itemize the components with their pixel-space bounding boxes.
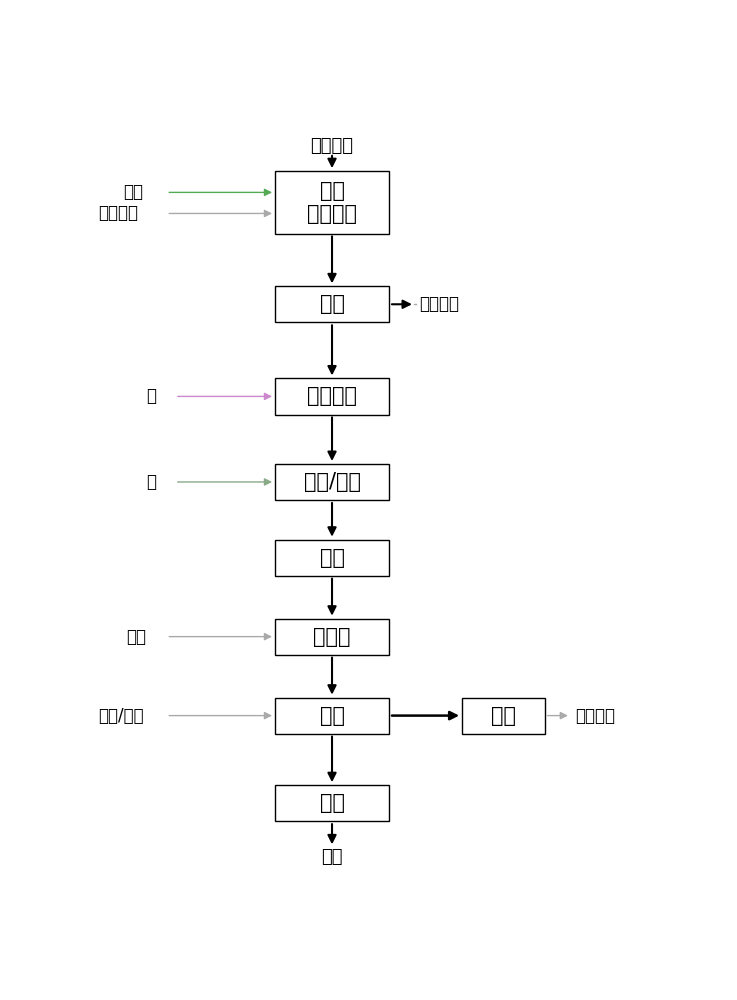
- Bar: [275, 378, 389, 415]
- Text: 氰脲酰氯: 氰脲酰氯: [310, 137, 354, 155]
- Bar: [275, 464, 389, 500]
- Text: 蒸馏: 蒸馏: [320, 294, 344, 314]
- Text: 甲苯/丙酮: 甲苯/丙酮: [98, 707, 144, 725]
- Text: 庚烷: 庚烷: [127, 628, 147, 646]
- Bar: [275, 619, 389, 655]
- Text: 回收甲醇: 回收甲醇: [419, 295, 459, 313]
- Bar: [275, 540, 389, 576]
- Bar: [462, 698, 545, 734]
- Text: 抽滤/洗涤: 抽滤/洗涤: [304, 472, 360, 492]
- Text: 水: 水: [147, 473, 156, 491]
- Text: 重结晶: 重结晶: [313, 627, 351, 647]
- Bar: [275, 171, 389, 234]
- Text: 甲氧
基化反应: 甲氧 基化反应: [307, 181, 357, 224]
- Text: 过滤: 过滤: [320, 706, 344, 726]
- Text: 回收庚烷: 回收庚烷: [575, 707, 615, 725]
- Text: 成品: 成品: [321, 848, 343, 866]
- Text: 蒸馏: 蒸馏: [491, 706, 516, 726]
- Bar: [275, 698, 389, 734]
- Text: 水: 水: [147, 387, 156, 405]
- Text: 干燥: 干燥: [320, 793, 344, 813]
- Bar: [275, 785, 389, 821]
- Bar: [275, 286, 389, 322]
- Text: 稀释结晶: 稀释结晶: [307, 386, 357, 406]
- Text: 干燥: 干燥: [320, 548, 344, 568]
- Text: 甲醇: 甲醇: [124, 183, 144, 201]
- Text: 碳酸氢钠: 碳酸氢钠: [98, 204, 138, 222]
